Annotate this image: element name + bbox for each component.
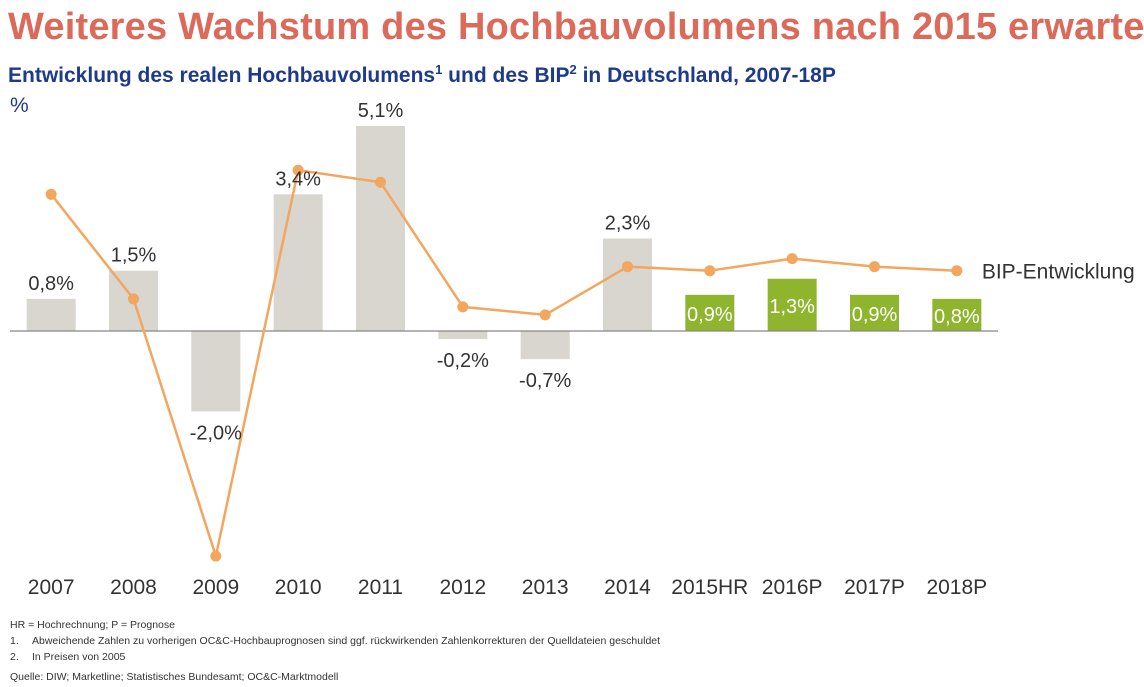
y-unit-label: % [10, 94, 29, 117]
x-tick-2011: 2011 [358, 576, 403, 599]
x-tick-2013: 2013 [522, 576, 569, 599]
bar-2012 [438, 331, 488, 340]
chart-subtitle: Entwicklung des realen Hochbauvolumens1 … [8, 62, 836, 88]
x-tick-2016P: 2016P [762, 576, 823, 599]
bar-2014 [603, 238, 652, 331]
bar-label-2015HR: 0,9% [687, 304, 733, 326]
bar-label-2009: -2,0% [190, 422, 242, 444]
bar-label-2010: 3,4% [275, 168, 321, 190]
subtitle-text-1: Entwicklung des realen Hochbauvolumens [8, 64, 436, 87]
bar-label-2007: 0,8% [28, 273, 74, 295]
footnote-2: 2. In Preisen von 2005 [10, 649, 660, 665]
footnote-1: 1. Abweichende Zahlen zu vorherigen OC&C-… [10, 633, 660, 649]
bip-point-2017P [869, 261, 880, 273]
bar-label-2014: 2,3% [605, 213, 651, 235]
bip-point-2015HR [704, 265, 716, 277]
bip-point-2016P [786, 253, 798, 265]
x-tick-2009: 2009 [192, 576, 239, 599]
bip-point-2013 [539, 309, 551, 321]
bar-2013 [520, 331, 570, 360]
bar-2010 [273, 194, 323, 331]
bip-point-2018P [951, 265, 963, 277]
bar-label-2016P: 1,3% [769, 296, 815, 318]
bar-label-2008: 1,5% [111, 245, 157, 267]
bar-2015HR [685, 294, 735, 331]
bip-point-2009 [210, 550, 222, 562]
footnote-1-number: 1. [10, 635, 19, 647]
bip-point-2012 [457, 301, 469, 313]
bip-point-2014 [622, 261, 633, 273]
x-tick-2014: 2014 [604, 576, 651, 599]
bar-2011 [356, 125, 405, 331]
x-tick-labels-layer: 2007 2008 2009 2010 2011 2012 2013 2014 2015HR 20… [28, 576, 987, 599]
bip-point-2007 [45, 188, 57, 200]
x-tick-2010: 2010 [275, 576, 322, 599]
subtitle-footnote-mark-2: 2 [569, 62, 577, 77]
bar-2018P [932, 298, 982, 331]
bip-point-2011 [375, 176, 386, 188]
bar-2009 [191, 331, 241, 412]
bar-label-2012: -0,2% [437, 350, 489, 372]
x-tick-2018P: 2018P [926, 576, 987, 599]
x-tick-2007: 2007 [28, 576, 75, 599]
bar-2007 [26, 298, 76, 331]
data-labels-layer: 0,8% 1,5% -2,0% 3,4% 5,1% -0,2% -0,7% 2,3% 0,9% 1… [28, 100, 979, 444]
bip-line [50, 168, 957, 558]
bip-line-layer [45, 164, 963, 562]
bip-point-2008 [128, 293, 139, 305]
bar-label-2013: -0,7% [519, 370, 571, 392]
footnote-abbreviations: HR = Hochrechnung; P = Prognose [10, 619, 175, 631]
bars-layer [26, 125, 982, 412]
bar-label-2011: 5,1% [358, 100, 404, 122]
footnote-1-text: Abweichende Zahlen zu vorherigen OC&C-Ho… [32, 635, 661, 647]
subtitle-footnote-mark-1: 1 [435, 62, 443, 77]
x-tick-2012: 2012 [439, 576, 486, 599]
footnote-2-number: 2. [10, 651, 19, 663]
subtitle-text-2: und des BIP [442, 64, 570, 87]
footnotes: HR = Hochrechnung; P = Prognose 1. Abweic… [10, 617, 660, 685]
bar-label-2017P: 0,9% [852, 304, 898, 326]
x-tick-2017P: 2017P [844, 576, 905, 599]
bip-point-2010 [292, 164, 304, 176]
bar-2017P [850, 294, 899, 331]
subtitle-text-3: in Deutschland, 2007-18P [576, 64, 836, 87]
bar-2016P [767, 278, 817, 331]
legend-bip-entwicklung: BIP-Entwicklung [982, 261, 1135, 284]
footnote-2-text: In Preisen von 2005 [32, 651, 126, 663]
footnote-source: Quelle: DIW; Marketline; Statistisches B… [10, 671, 339, 683]
x-tick-2015HR: 2015HR [671, 576, 748, 599]
chart-plot: 0,8% 1,5% -2,0% 3,4% 5,1% -0,2% -0,7% 2,3% 0,9% 1… [10, 100, 1135, 599]
bar-label-2018P: 0,8% [934, 306, 980, 328]
chart-title: Weiteres Wachstum des Hochbauvolumens na… [8, 6, 1144, 48]
x-tick-2008: 2008 [110, 576, 157, 599]
